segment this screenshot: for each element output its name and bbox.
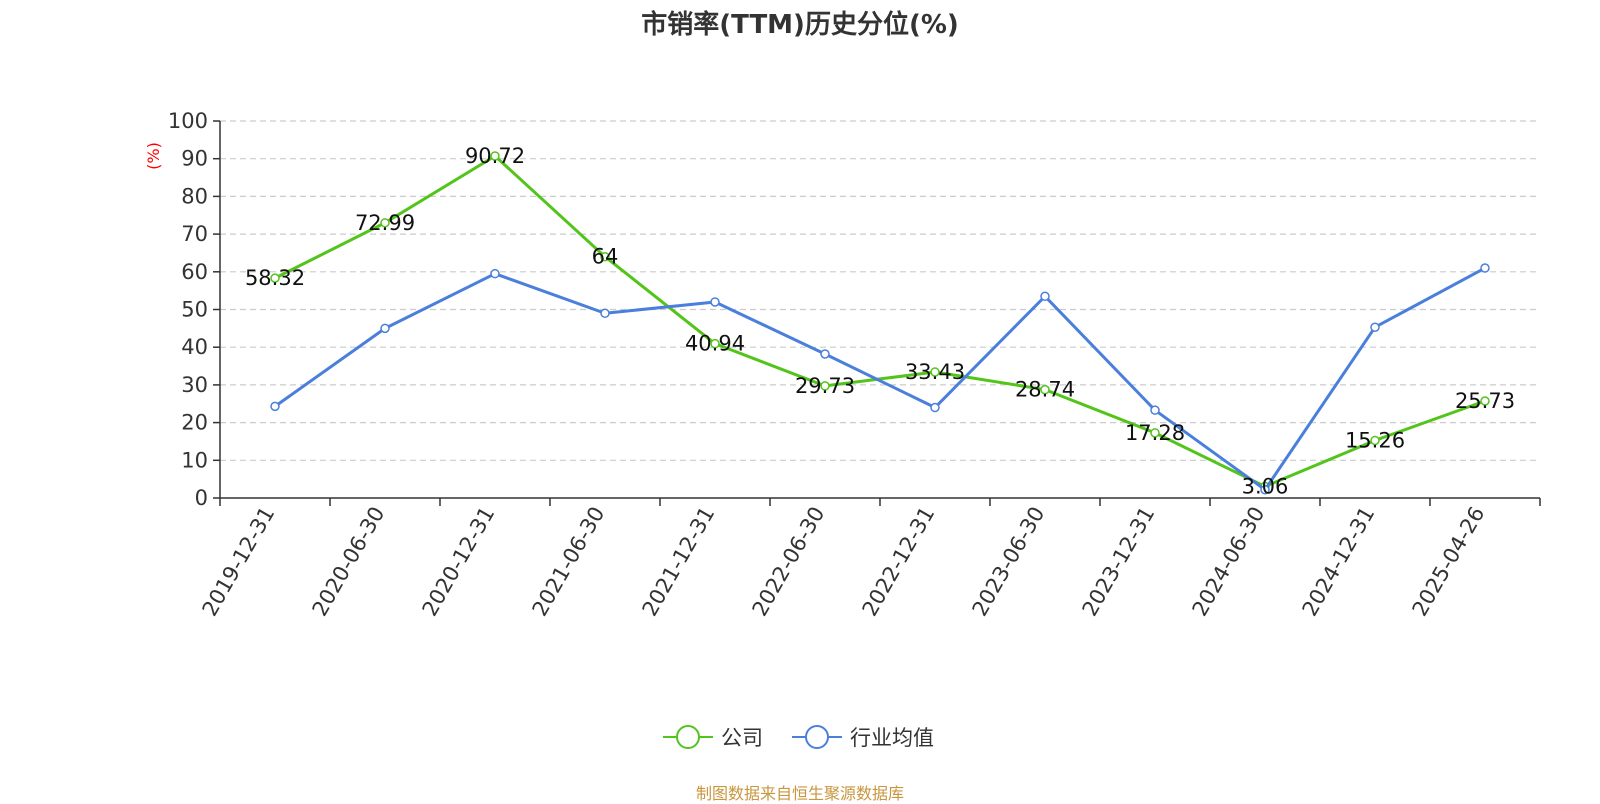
data-label: 29.73 [795, 374, 855, 398]
data-label: 58.32 [245, 266, 305, 290]
y-tick-label: 100 [168, 109, 208, 133]
data-point-industry-average [1150, 405, 1160, 415]
x-tick-label: 2024-06-30 [1188, 503, 1270, 621]
grid-lines [220, 120, 1540, 461]
data-point-company [710, 338, 720, 349]
chart-title: 市销率(TTM)历史分位(%) [641, 10, 959, 40]
series-layer [270, 151, 1490, 495]
legend-item-industry-average[interactable]: 行业均值 [792, 722, 934, 752]
y-axis-label: (%) [144, 142, 163, 170]
x-tick-label: 2023-06-30 [968, 503, 1050, 621]
data-label: 15.26 [1345, 428, 1405, 452]
x-tick-label: 2025-04-26 [1408, 503, 1490, 621]
x-tick-label: 2020-12-31 [418, 503, 500, 621]
data-point-industry-average [710, 297, 720, 307]
data-point-company [1480, 396, 1490, 406]
y-tick-label: 90 [181, 147, 208, 171]
data-label: 90.72 [465, 144, 525, 168]
y-tick-label: 0 [195, 486, 208, 510]
x-tick-label: 2021-12-31 [638, 503, 720, 621]
series-line-company [274, 154, 1486, 488]
x-tick-label: 2022-06-30 [748, 503, 830, 621]
y-tick-label: 80 [181, 184, 208, 208]
data-point-industry-average [930, 402, 940, 413]
x-tick-label: 2019-12-31 [198, 503, 280, 621]
data-point-industry-average [820, 349, 830, 359]
y-tick-label: 40 [181, 335, 208, 359]
y-tick-label: 70 [181, 222, 208, 246]
data-point-industry-average [490, 268, 500, 279]
y-tick-label: 30 [181, 373, 208, 397]
data-label: 28.74 [1015, 378, 1075, 402]
data-point-company [380, 218, 390, 228]
data-point-company [1370, 435, 1380, 446]
data-labels: 58.32 72.99 90.72 64 40.94 29.73 33.43 28.74 17.… [245, 144, 1515, 498]
x-tick-label: 2021-06-30 [528, 503, 610, 621]
data-point-industry-average [1480, 263, 1490, 273]
data-point-industry-average [270, 401, 280, 412]
legend-marker-company [663, 725, 713, 749]
data-point-company [1040, 384, 1050, 395]
data-point-company [1150, 428, 1160, 438]
legend-marker-industry-average [792, 725, 842, 749]
data-label: 33.43 [905, 360, 965, 384]
data-point-industry-average [1260, 484, 1270, 495]
data-label: 40.94 [685, 332, 745, 356]
x-tick-label: 2020-06-30 [308, 503, 390, 621]
data-point-company [490, 151, 500, 161]
y-tick-label: 60 [181, 260, 208, 284]
data-label: 64 [592, 245, 619, 269]
data-point-company [600, 251, 610, 262]
data-label: 25.73 [1455, 389, 1515, 413]
data-label: 17.28 [1125, 421, 1185, 445]
data-point-company [820, 381, 830, 391]
y-tick-label: 50 [181, 298, 208, 322]
x-tick-label: 2024-12-31 [1298, 503, 1380, 621]
series-line-industry-average [274, 266, 1486, 492]
x-tick-label: 2023-12-31 [1078, 503, 1160, 621]
y-tick-label: 20 [181, 411, 208, 435]
data-label: 3.06 [1242, 474, 1289, 498]
data-point-company [930, 367, 940, 377]
data-point-industry-average [1370, 322, 1380, 332]
data-point-company [270, 273, 280, 283]
data-point-industry-average [600, 308, 610, 319]
y-tick-label: 10 [181, 448, 208, 472]
data-point-industry-average [380, 323, 390, 334]
data-label: 72.99 [355, 211, 415, 235]
legend-label-company: 公司 [721, 726, 763, 750]
x-tick-label: 2022-12-31 [858, 503, 940, 621]
data-point-industry-average [1040, 291, 1050, 302]
legend-item-company[interactable]: 公司 [663, 722, 763, 752]
source-note: 制图数据来自恒生聚源数据库 [695, 784, 904, 803]
axes: 0 10 20 30 40 50 60 70 80 90 100 2019-12-31 2020-06-… [168, 109, 1541, 621]
legend-label-industry-average: 行业均值 [850, 726, 934, 750]
